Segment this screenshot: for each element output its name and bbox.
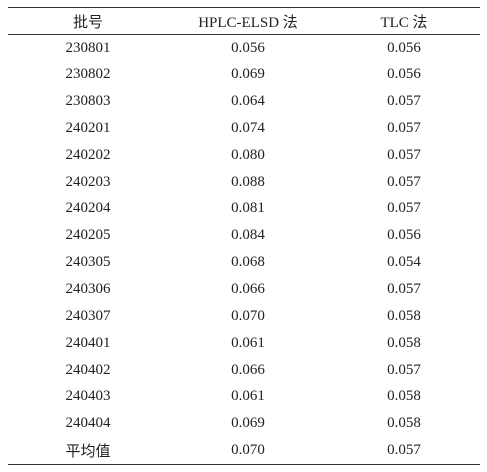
- table-cell: 0.069: [231, 66, 265, 83]
- table-body: 230801 0.056 0.056 230802 0.069 0.056 230803 0.…: [8, 35, 480, 465]
- table-row: 240402 0.066 0.057: [8, 357, 480, 384]
- table-row: 240307 0.070 0.058: [8, 303, 480, 330]
- table-row: 230803 0.064 0.057: [8, 88, 480, 115]
- table-row: 240201 0.074 0.057: [8, 115, 480, 142]
- table-cell: 0.057: [387, 93, 421, 110]
- table-cell: 240402: [65, 361, 111, 378]
- table-cell: 0.068: [231, 254, 265, 271]
- table-cell: 240306: [65, 281, 111, 298]
- table-cell: 230801: [65, 39, 111, 56]
- table-cell: 0.057: [387, 361, 421, 378]
- table-cell: 0.057: [387, 173, 421, 190]
- table-row: 平均值 0.070 0.057: [8, 437, 480, 465]
- table-row: 230801 0.056 0.056: [8, 35, 480, 62]
- table-cell: 0.054: [387, 254, 421, 271]
- table-cell: 0.056: [387, 66, 421, 83]
- table-cell: 0.058: [387, 307, 421, 324]
- table-cell: 240307: [65, 307, 111, 324]
- table-cell: 240204: [65, 200, 111, 217]
- table-cell: 240201: [65, 119, 111, 136]
- table-cell: 0.057: [387, 281, 421, 298]
- table-cell: 240305: [65, 254, 111, 271]
- header-cell: HPLC-ELSD 法: [168, 7, 328, 35]
- table-cell: 0.056: [387, 39, 421, 56]
- table-row: 240203 0.088 0.057: [8, 169, 480, 196]
- table-cell: 0.064: [231, 93, 265, 110]
- table-cell: 240404: [65, 415, 111, 432]
- table-row: 240404 0.069 0.058: [8, 410, 480, 437]
- table-cell: 0.066: [231, 361, 265, 378]
- table-row: 240205 0.084 0.056: [8, 222, 480, 249]
- table-cell: 240202: [65, 146, 111, 163]
- table-cell: 0.084: [231, 227, 265, 244]
- table-cell: 0.069: [231, 415, 265, 432]
- table-cell: 230803: [65, 93, 111, 110]
- table-cell: 0.058: [387, 415, 421, 432]
- header-row: 批号 HPLC-ELSD 法 TLC 法: [8, 7, 480, 35]
- table-cell: 240205: [65, 227, 111, 244]
- table-cell: 0.074: [231, 119, 265, 136]
- table-cell: 230802: [65, 66, 111, 83]
- table-cell: 0.081: [231, 200, 265, 217]
- table-cell: 240203: [65, 173, 111, 190]
- table-row: 240401 0.061 0.058: [8, 330, 480, 357]
- header-cell: 批号: [8, 7, 168, 35]
- table-row: 240403 0.061 0.058: [8, 383, 480, 410]
- table-row: 240202 0.080 0.057: [8, 142, 480, 169]
- table-cell: 0.088: [231, 173, 265, 190]
- table-header: 批号 HPLC-ELSD 法 TLC 法: [8, 7, 480, 35]
- table-row: 240204 0.081 0.057: [8, 196, 480, 223]
- table-cell: 0.061: [231, 388, 265, 405]
- table-row: 240306 0.066 0.057: [8, 276, 480, 303]
- header-cell: TLC 法: [328, 7, 480, 35]
- table-row: 240305 0.068 0.054: [8, 249, 480, 276]
- table-cell: 0.057: [387, 119, 421, 136]
- table-cell: 0.070: [168, 437, 328, 465]
- table-cell: 0.070: [231, 307, 265, 324]
- table-cell: 0.066: [231, 281, 265, 298]
- table-cell: 0.056: [387, 227, 421, 244]
- table-cell: 0.057: [387, 146, 421, 163]
- table-cell: 0.057: [328, 437, 480, 465]
- data-table: 批号 HPLC-ELSD 法 TLC 法 230801 0.056 0.056 23080…: [8, 7, 480, 465]
- table-cell: 0.056: [231, 39, 265, 56]
- table-cell: 240403: [65, 388, 111, 405]
- table-cell: 0.058: [387, 334, 421, 351]
- table-cell: 240401: [65, 334, 111, 351]
- table-cell: 0.058: [387, 388, 421, 405]
- table-cell: 0.080: [231, 146, 265, 163]
- table-cell: 0.061: [231, 334, 265, 351]
- table-cell: 0.057: [387, 200, 421, 217]
- table-cell: 平均值: [8, 437, 168, 465]
- table-row: 230802 0.069 0.056: [8, 61, 480, 88]
